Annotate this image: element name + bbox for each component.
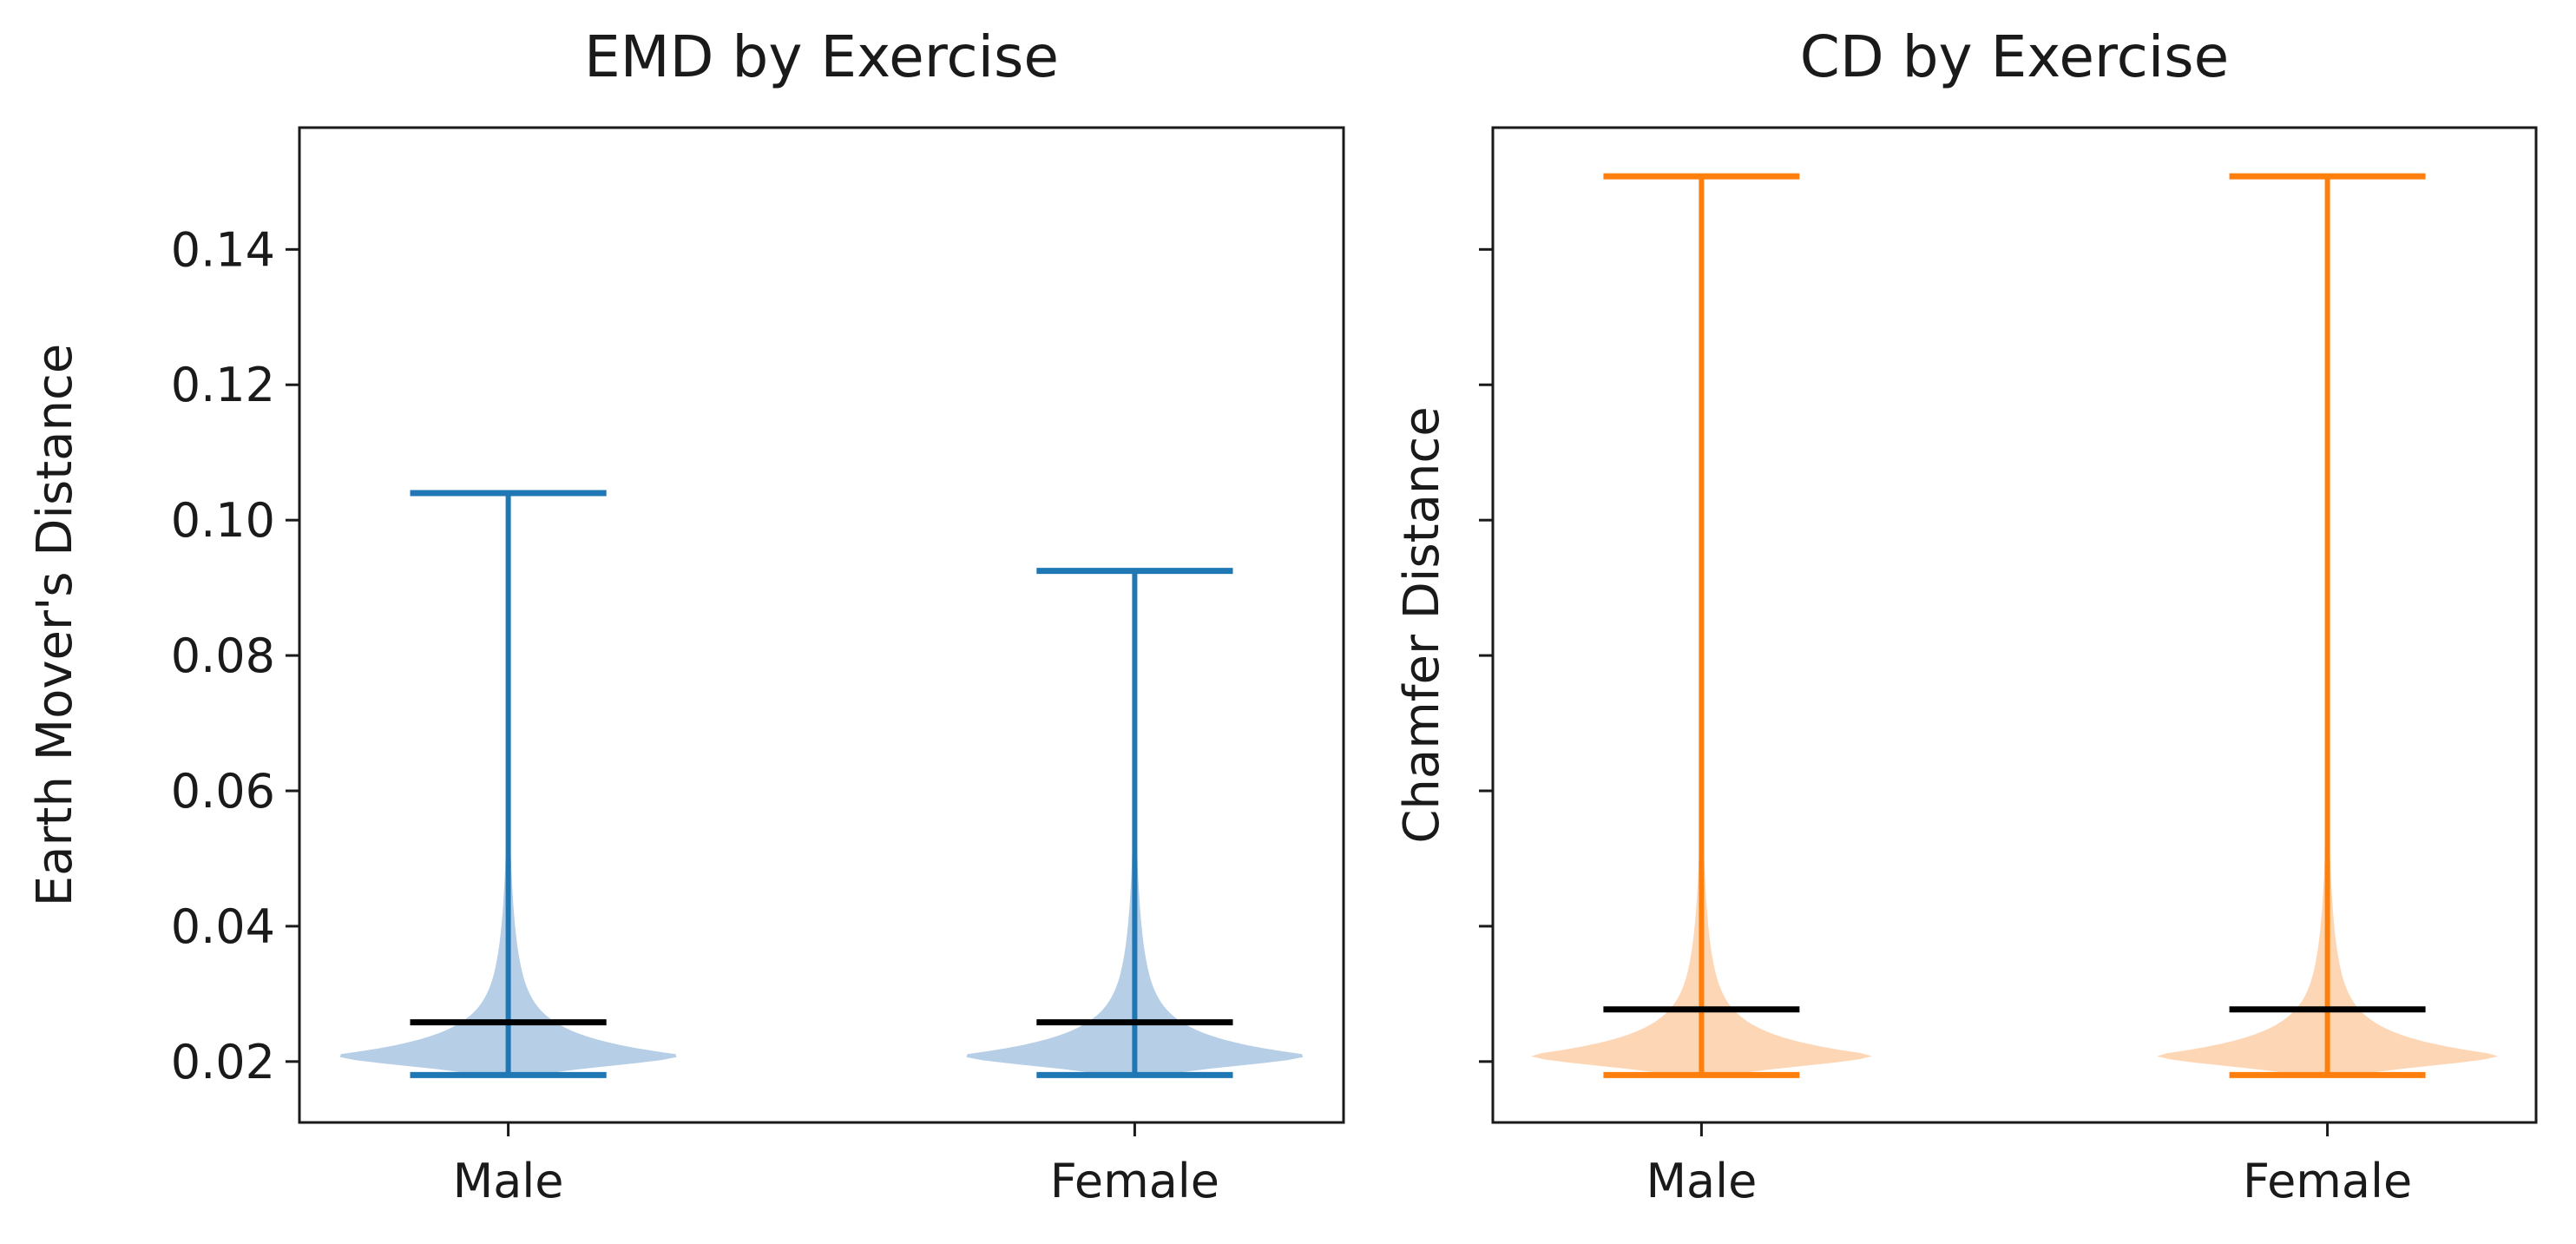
- y-tick-label: 0.10: [171, 493, 275, 548]
- panel-title: EMD by Exercise: [584, 23, 1059, 90]
- y-tick-label: 0.02: [171, 1035, 275, 1089]
- y-axis-label: Chamfer Distance: [1394, 406, 1450, 843]
- y-axis-label: Earth Mover's Distance: [27, 344, 83, 906]
- panel-title: CD by Exercise: [1800, 23, 2229, 90]
- panel-cd: Male Female CD by Exercise Chamfer Distance: [1394, 23, 2538, 1208]
- panel-emd: Male Female 0.02 0.04 0.06 0.08 0.10 0.12 0.14 EM…: [27, 23, 1345, 1208]
- x-tick-label-female: Female: [1050, 1154, 1219, 1208]
- x-tick-label-female: Female: [2243, 1154, 2412, 1208]
- y-tick-label: 0.06: [171, 764, 275, 819]
- plot-frame: [1491, 126, 2538, 1124]
- plot-frame: [298, 126, 1345, 1124]
- x-tick-label-male: Male: [1646, 1154, 1757, 1208]
- y-tick-label: 0.04: [171, 899, 275, 954]
- x-tick-label-male: Male: [453, 1154, 564, 1208]
- y-tick-label: 0.08: [171, 629, 275, 683]
- y-tick-label: 0.14: [171, 222, 275, 277]
- y-tick-label: 0.12: [171, 358, 275, 412]
